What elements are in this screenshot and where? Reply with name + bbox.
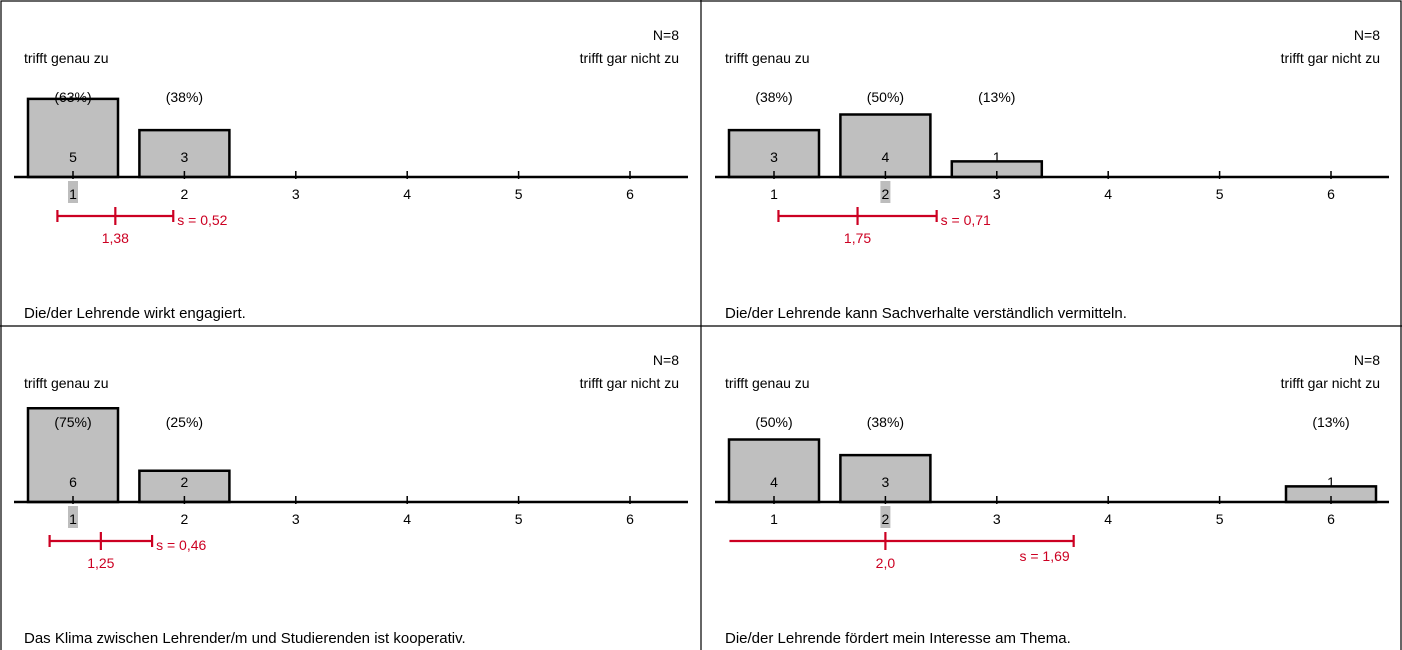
chart-panel-4: N=8 trifft genau zu trifft gar nicht zu 4 (5…	[701, 325, 1401, 650]
tick-label-1: 1	[69, 511, 77, 527]
right-anchor-label: trifft gar nicht zu	[580, 375, 679, 391]
count-label-1: 4	[770, 474, 778, 490]
n-label: N=8	[653, 352, 679, 368]
median-marker	[880, 181, 891, 203]
tick-label-3: 3	[993, 186, 1001, 202]
mean-label: 1,38	[102, 230, 129, 246]
n-label: N=8	[1354, 27, 1380, 43]
sd-indicator	[729, 532, 1075, 550]
count-label-2: 3	[882, 474, 890, 490]
count-label-1: 6	[69, 474, 77, 490]
question-label: Die/der Lehrende fördert mein Interesse …	[725, 630, 1071, 647]
sd-label: s = 0,46	[156, 537, 206, 553]
count-label-1: 5	[69, 149, 77, 165]
question-label: Die/der Lehrende kann Sachverhalte verst…	[725, 305, 1127, 322]
bar-1	[727, 128, 821, 179]
left-anchor-label: trifft genau zu	[725, 50, 810, 66]
count-label-2: 3	[181, 149, 189, 165]
left-anchor-label: trifft genau zu	[725, 375, 810, 391]
chart-panel-1: N=8 trifft genau zu trifft gar nicht zu 5 (6…	[0, 0, 700, 325]
tick-label-3: 3	[292, 511, 300, 527]
bar-1	[26, 97, 120, 179]
left-anchor-label: trifft genau zu	[24, 50, 109, 66]
percent-label-2: (25%)	[166, 414, 203, 430]
count-label-3: 1	[993, 149, 1001, 165]
percent-label-2: (50%)	[867, 89, 904, 105]
tick-label-5: 5	[1216, 186, 1224, 202]
tick-label-1: 1	[770, 186, 778, 202]
chart-svg: N=8 trifft genau zu trifft gar nicht zu 5 (6…	[14, 27, 688, 322]
percent-label-1: (50%)	[755, 414, 792, 430]
tick-label-5: 5	[515, 186, 523, 202]
tick-label-5: 5	[515, 511, 523, 527]
tick-label-1: 1	[770, 511, 778, 527]
count-label-2: 2	[181, 474, 189, 490]
bar-1	[26, 407, 120, 504]
tick-label-2: 2	[181, 511, 189, 527]
percent-label-2: (38%)	[166, 89, 203, 105]
question-label: Die/der Lehrende wirkt engagiert.	[24, 305, 246, 322]
tick-label-3: 3	[292, 186, 300, 202]
percent-label-1: (63%)	[54, 89, 91, 105]
mean-label: 1,75	[844, 230, 871, 246]
median-marker	[68, 181, 78, 203]
percent-label-1: (75%)	[54, 414, 91, 430]
tick-label-2: 2	[882, 186, 890, 202]
tick-label-6: 6	[1327, 511, 1335, 527]
percent-label-1: (38%)	[755, 89, 792, 105]
sd-label: s = 0,71	[941, 212, 991, 228]
mean-label: 2,0	[876, 555, 896, 571]
tick-label-4: 4	[1104, 186, 1112, 202]
count-label-1: 3	[770, 149, 778, 165]
tick-label-6: 6	[1327, 186, 1335, 202]
tick-label-4: 4	[403, 186, 411, 202]
tick-label-6: 6	[626, 186, 634, 202]
n-label: N=8	[1354, 352, 1380, 368]
sd-indicator	[56, 207, 175, 225]
sd-indicator	[777, 207, 938, 225]
count-label-6: 1	[1327, 474, 1335, 490]
tick-label-4: 4	[403, 511, 411, 527]
sd-label: s = 0,52	[177, 212, 227, 228]
chart-svg: N=8 trifft genau zu trifft gar nicht zu 3 (3…	[715, 27, 1389, 322]
chart-panel-2: N=8 trifft genau zu trifft gar nicht zu 3 (3…	[701, 0, 1401, 325]
sd-label: s = 1,69	[1019, 548, 1069, 564]
tick-label-2: 2	[181, 186, 189, 202]
tick-label-1: 1	[69, 186, 77, 202]
percent-label-2: (38%)	[867, 414, 904, 430]
tick-label-3: 3	[993, 511, 1001, 527]
n-label: N=8	[653, 27, 679, 43]
tick-label-6: 6	[626, 511, 634, 527]
question-label: Das Klima zwischen Lehrender/m und Studi…	[24, 630, 466, 647]
tick-label-2: 2	[882, 511, 890, 527]
right-anchor-label: trifft gar nicht zu	[1281, 375, 1380, 391]
percent-label-3: (13%)	[978, 89, 1015, 105]
chart-svg: N=8 trifft genau zu trifft gar nicht zu 6 (7…	[14, 352, 688, 647]
median-marker	[68, 506, 78, 528]
chart-panel-3: N=8 trifft genau zu trifft gar nicht zu 6 (7…	[0, 325, 700, 650]
bar-2	[839, 113, 932, 179]
mean-label: 1,25	[87, 555, 114, 571]
count-label-2: 4	[882, 149, 890, 165]
sd-indicator	[48, 532, 154, 550]
right-anchor-label: trifft gar nicht zu	[580, 50, 679, 66]
tick-label-5: 5	[1216, 511, 1224, 527]
tick-label-4: 4	[1104, 511, 1112, 527]
left-anchor-label: trifft genau zu	[24, 375, 109, 391]
median-marker	[880, 506, 891, 528]
percent-label-6: (13%)	[1312, 414, 1349, 430]
chart-svg: N=8 trifft genau zu trifft gar nicht zu 4 (5…	[715, 352, 1389, 647]
right-anchor-label: trifft gar nicht zu	[1281, 50, 1380, 66]
